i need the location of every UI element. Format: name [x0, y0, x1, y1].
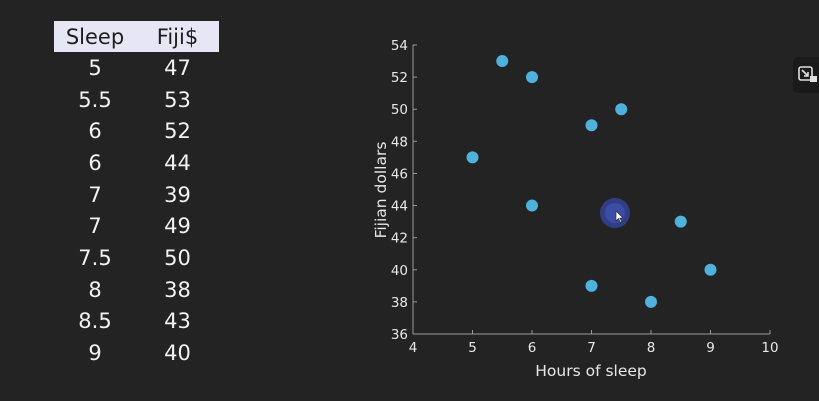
y-tick-label: 48 [391, 134, 408, 150]
y-tick-label: 38 [391, 295, 408, 311]
scatter-point[interactable] [466, 151, 479, 164]
y-tick-label: 52 [391, 70, 408, 86]
scatter-point[interactable] [496, 55, 509, 68]
y-axis-title: Fijian dollars [372, 142, 390, 239]
scatter-point[interactable] [526, 199, 538, 212]
expand-icon [798, 66, 817, 82]
table-row: 8 38 [54, 274, 219, 306]
y-tick-label: 46 [391, 166, 408, 182]
table-cell-sleep: 8 [88, 277, 102, 302]
table-cell-sleep: 5 [88, 55, 102, 80]
chart-ticks: 4 5 6 7 8 9 10 36 38 40 42 44 46 48 50 52 54 [391, 38, 779, 356]
table-cell-fiji: 47 [164, 55, 191, 80]
x-tick-label: 8 [647, 340, 656, 356]
table-row: 6 52 [54, 115, 219, 147]
table-row: 9 40 [54, 337, 219, 369]
x-tick-label: 7 [587, 340, 596, 356]
cursor-highlight-core [605, 203, 625, 223]
table-row: 8.5 43 [54, 306, 219, 338]
scatter-point[interactable] [704, 263, 717, 276]
expand-button[interactable] [793, 57, 819, 93]
table-cell-sleep: 8.5 [78, 309, 112, 334]
table-cell-fiji: 49 [164, 214, 191, 239]
cursor-icon [615, 210, 624, 223]
x-tick-label: 5 [468, 340, 477, 356]
y-tick-label: 40 [391, 263, 408, 279]
y-tick-label: 44 [391, 199, 408, 215]
scatter-point[interactable] [615, 103, 628, 116]
table-cell-sleep: 7.5 [78, 245, 112, 270]
table-cell-fiji: 43 [164, 309, 191, 334]
table-cell-sleep: 6 [88, 119, 102, 144]
table-header-fiji: Fiji$ [156, 24, 199, 49]
table-header: Sleep Fiji$ [54, 21, 219, 52]
x-tick-label: 9 [706, 340, 715, 356]
table-cell-fiji: 38 [164, 277, 191, 302]
table-row: 7.5 50 [54, 242, 219, 274]
table-header-sleep: Sleep [65, 24, 125, 49]
cursor-layer [600, 198, 630, 228]
table-row: 7 39 [54, 179, 219, 211]
table-row: 6 44 [54, 147, 219, 179]
table-cell-fiji: 52 [164, 119, 191, 144]
table-row: 7 49 [54, 210, 219, 242]
table-cell-fiji: 50 [164, 245, 191, 270]
scatter-point[interactable] [645, 295, 657, 308]
table-cell-sleep: 9 [88, 341, 102, 366]
table-cell-sleep: 7 [88, 214, 102, 239]
table-cell-sleep: 5.5 [78, 87, 112, 112]
y-tick-label: 50 [391, 102, 408, 118]
y-tick-label: 36 [391, 327, 408, 343]
chart-points [466, 55, 717, 308]
x-tick-label: 4 [409, 340, 418, 356]
data-table: Sleep Fiji$ 5 47 5.5 53 6 52 6 44 7 39 7… [54, 21, 219, 369]
scatter-point[interactable] [585, 119, 598, 132]
scatter-point[interactable] [526, 71, 538, 84]
y-tick-label: 42 [391, 231, 408, 247]
x-tick-label: 10 [761, 340, 778, 356]
scatter-point[interactable] [585, 279, 598, 292]
table-cell-fiji: 53 [164, 87, 191, 112]
table-cell-sleep: 7 [88, 182, 102, 207]
x-tick-label: 6 [528, 340, 537, 356]
table-cell-fiji: 40 [164, 341, 191, 366]
x-axis-title: Hours of sleep [535, 362, 647, 380]
table-cell-fiji: 44 [164, 150, 191, 175]
table-row: 5 47 [54, 52, 219, 84]
table-cell-sleep: 6 [88, 150, 102, 175]
table-row: 5.5 53 [54, 84, 219, 116]
scatter-point[interactable] [674, 215, 687, 228]
y-tick-label: 54 [391, 38, 408, 54]
table-cell-fiji: 39 [164, 182, 191, 207]
